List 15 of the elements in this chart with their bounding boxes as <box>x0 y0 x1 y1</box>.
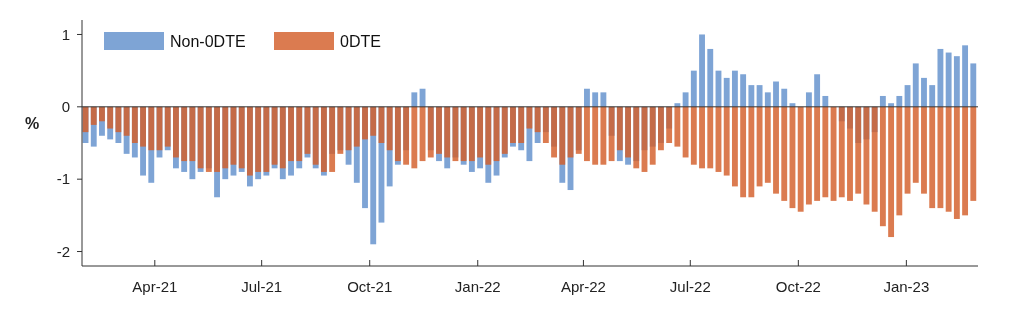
x-tick-label: Oct-21 <box>347 278 393 295</box>
x-tick-label: Jul-21 <box>241 278 283 295</box>
x-tick-label: Jul-22 <box>669 278 711 295</box>
x-tick-label: Oct-22 <box>775 278 821 295</box>
x-tick-label: Apr-22 <box>560 278 606 295</box>
y-tick-label: -2 <box>56 242 70 260</box>
legend-label: 0DTE <box>340 32 381 50</box>
y-tick-label: 0 <box>61 98 70 116</box>
x-tick-label: Apr-21 <box>132 278 178 295</box>
y-axis-title: % <box>24 114 40 132</box>
x-tick-label: Jan-22 <box>454 278 501 295</box>
y-tick-label: 1 <box>61 25 70 43</box>
x-tick-label: Jan-23 <box>883 278 930 295</box>
legend-label: Non-0DTE <box>170 32 246 50</box>
y-tick-label: -1 <box>56 170 70 188</box>
